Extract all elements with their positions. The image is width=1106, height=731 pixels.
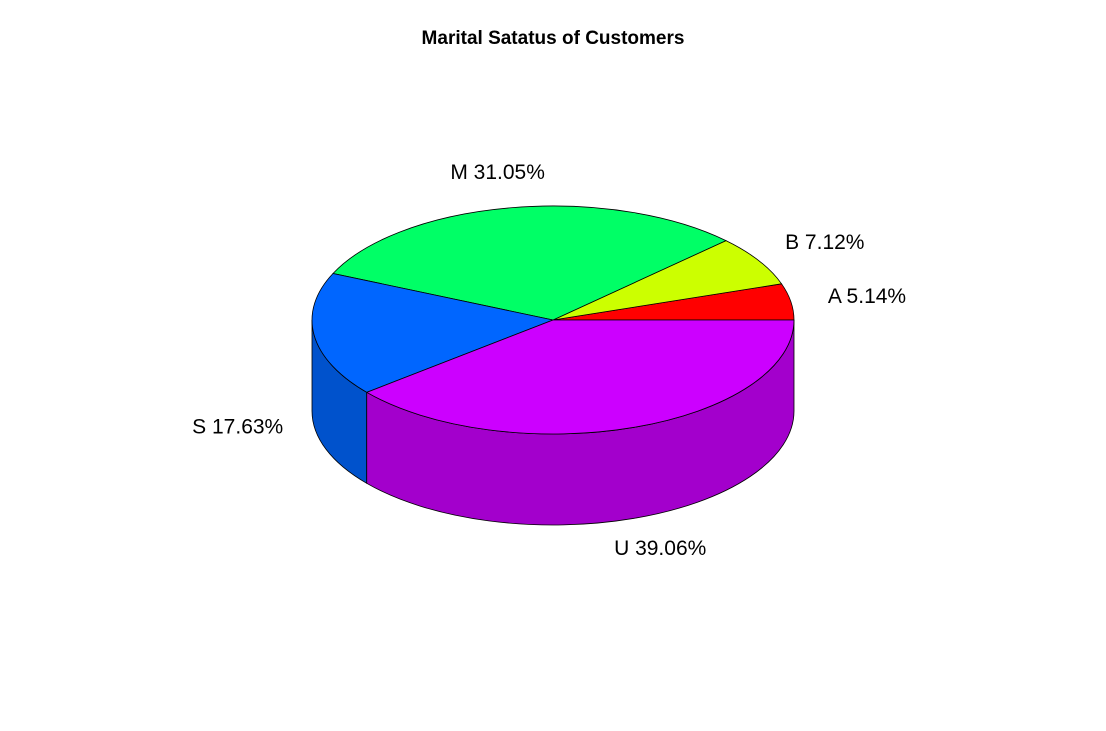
- pie-labels: A 5.14% B 7.12% M 31.05% S 17.63% U 39.06%: [192, 161, 906, 560]
- pie-slice-B: [552, 240, 783, 321]
- pie-slice-S: [311, 273, 555, 393]
- pie-label-B: B 7.12%: [785, 231, 864, 254]
- pie-top-faces: [311, 205, 795, 435]
- pie-slice-M: [332, 205, 727, 321]
- pie-label-A: A 5.14%: [828, 285, 906, 308]
- pie-label-M: M 31.05%: [450, 161, 545, 184]
- pie-label-S: S 17.63%: [192, 416, 283, 439]
- pie-label-U: U 39.06%: [614, 537, 706, 560]
- chart-title: Marital Satatus of Customers: [421, 28, 685, 49]
- pie-slice-U: [365, 319, 795, 435]
